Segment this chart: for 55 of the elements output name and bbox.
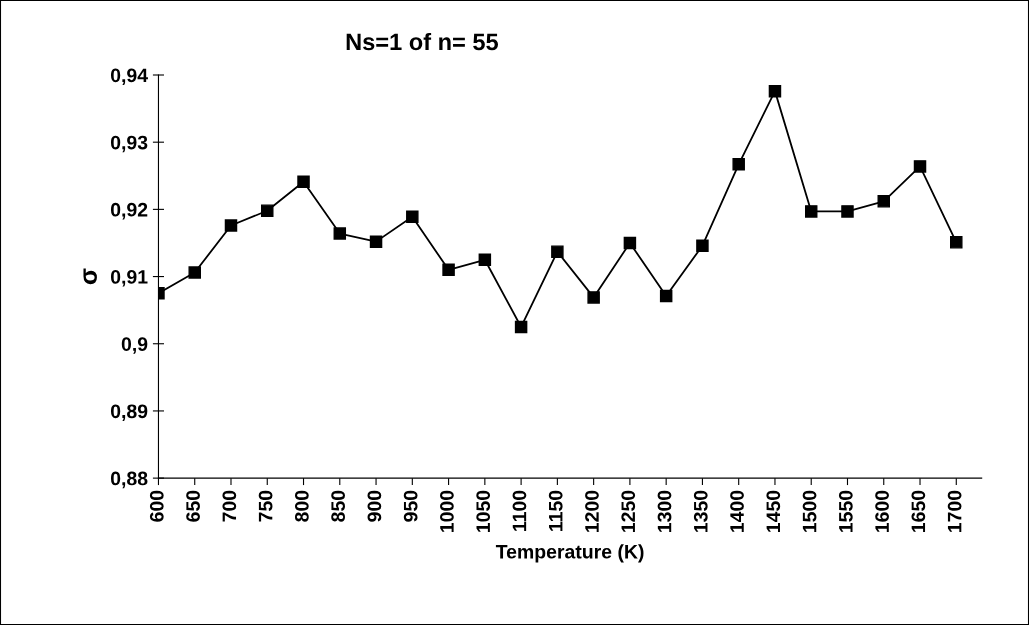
x-tick-label: 1600 bbox=[875, 490, 889, 532]
x-tick-label: 1150 bbox=[548, 490, 563, 531]
x-tick-label: 1200 bbox=[585, 490, 599, 532]
y-tick-label: 0,92 bbox=[110, 202, 148, 220]
point bbox=[406, 210, 419, 224]
point bbox=[696, 239, 709, 252]
y-tick-label: 0,9 bbox=[121, 337, 148, 354]
point bbox=[913, 160, 927, 173]
x-tick-label: 1500 bbox=[802, 490, 817, 532]
x-tick-label: 1100 bbox=[512, 490, 527, 531]
point bbox=[587, 291, 600, 304]
x-tick-label: 650 bbox=[186, 490, 200, 522]
y-tick-label: 0,91 bbox=[110, 270, 148, 287]
point bbox=[841, 205, 854, 218]
point bbox=[659, 289, 673, 303]
point bbox=[732, 158, 745, 171]
point bbox=[804, 205, 818, 218]
x-tick-label: 1300 bbox=[657, 490, 672, 532]
point bbox=[551, 245, 564, 258]
x-tick-label: 1250 bbox=[621, 490, 636, 532]
x-tick-label: 1550 bbox=[838, 490, 853, 532]
point bbox=[768, 84, 782, 98]
x-tick-label: 750 bbox=[258, 490, 273, 522]
y-axis-title: σ bbox=[83, 268, 97, 285]
point bbox=[623, 236, 637, 250]
x-tick-label: 1000 bbox=[440, 490, 454, 532]
chart-title: Ns=1 of n= 55 bbox=[346, 32, 499, 51]
x-tick-label: 1700 bbox=[947, 490, 962, 532]
point bbox=[442, 263, 455, 277]
x-tick-label: 800 bbox=[294, 490, 309, 522]
x-tick-label: 1050 bbox=[476, 490, 491, 532]
x-tick-label: 1650 bbox=[911, 490, 926, 532]
x-tick-label: 600 bbox=[149, 490, 164, 522]
x-axis-title: Temperature (K) bbox=[495, 544, 644, 563]
point bbox=[478, 253, 492, 267]
point bbox=[333, 227, 347, 240]
point bbox=[950, 236, 963, 249]
y-tick-label: 0,89 bbox=[110, 404, 148, 421]
point bbox=[297, 175, 310, 189]
x-tick-label: 700 bbox=[222, 490, 237, 522]
x-tick-label: 900 bbox=[367, 490, 382, 522]
point bbox=[877, 195, 891, 208]
point bbox=[261, 204, 274, 217]
point bbox=[369, 235, 383, 248]
point bbox=[514, 320, 528, 334]
x-tick-label: 1400 bbox=[730, 490, 744, 532]
point bbox=[188, 266, 201, 279]
x-tick-label: 850 bbox=[331, 490, 346, 522]
x-tick-label: 1450 bbox=[766, 490, 781, 532]
x-tick-label: 1350 bbox=[693, 490, 708, 532]
x-tick-label: 950 bbox=[403, 490, 418, 522]
y-tick-label: 0,88 bbox=[110, 471, 148, 489]
point bbox=[224, 219, 238, 232]
y-tick-label: 0,94 bbox=[110, 68, 148, 86]
y-tick-label: 0,93 bbox=[110, 135, 148, 153]
